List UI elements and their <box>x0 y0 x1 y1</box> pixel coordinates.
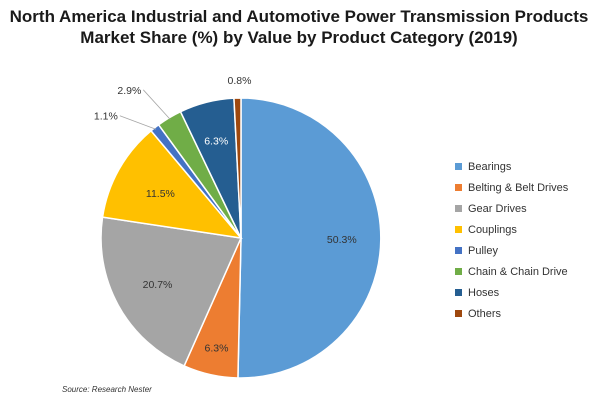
chart-title-line-2: Market Share (%) by Value by Product Cat… <box>80 28 518 47</box>
data-label-hoses: 6.3% <box>204 135 228 147</box>
legend-swatch <box>455 205 462 212</box>
data-label-belting-and-belt-drives: 6.3% <box>205 342 229 354</box>
legend-item-gear-drives: Gear Drives <box>455 198 568 219</box>
data-label-chain-and-chain-drive: 2.9% <box>117 85 141 97</box>
legend-item-pulley: Pulley <box>455 240 568 261</box>
pie-slice-couplings <box>101 129 243 240</box>
legend-swatch <box>455 247 462 254</box>
chart-legend: Bearings Belting & Belt Drives Gear Drives… <box>455 156 568 324</box>
legend-label: Gear Drives <box>468 202 527 215</box>
data-label-bearings: 50.3% <box>327 234 357 246</box>
legend-item-belting-and-belt-drives: Belting & Belt Drives <box>455 177 568 198</box>
leader-line-pulley <box>119 115 157 130</box>
legend-swatch <box>455 289 462 296</box>
data-label-pulley: 1.1% <box>94 111 118 123</box>
data-label-others: 0.8% <box>228 75 252 87</box>
legend-item-others: Others <box>455 303 568 324</box>
legend-swatch <box>455 310 462 317</box>
chart-title-line-1: North America Industrial and Automotive … <box>9 7 589 26</box>
pie-slice-gear-drives <box>100 216 243 367</box>
legend-label: Belting & Belt Drives <box>468 181 569 194</box>
pie-slice-bearings <box>237 97 382 379</box>
leader-line-chain-and-chain-drive <box>143 89 171 120</box>
legend-swatch <box>455 163 462 170</box>
source-note: Source: Research Nester <box>62 385 152 394</box>
legend-label: Chain & Chain Drive <box>468 265 568 278</box>
pie-slice-others <box>233 97 242 239</box>
legend-label: Pulley <box>468 244 498 257</box>
legend-swatch <box>455 184 462 191</box>
data-label-gear-drives: 20.7% <box>143 279 173 291</box>
legend-item-chain-and-chain-drive: Chain & Chain Drive <box>455 261 568 282</box>
legend-label: Couplings <box>468 223 517 236</box>
legend-item-hoses: Hoses <box>455 282 568 303</box>
legend-label: Hoses <box>468 286 500 299</box>
legend-label: Bearings <box>468 160 512 173</box>
data-label-couplings: 11.5% <box>146 188 175 200</box>
chart-title: North America Industrial and Automotive … <box>0 6 598 48</box>
legend-swatch <box>455 226 462 233</box>
legend-item-bearings: Bearings <box>455 156 568 177</box>
legend-item-couplings: Couplings <box>455 219 568 240</box>
legend-swatch <box>455 268 462 275</box>
legend-label: Others <box>468 307 502 320</box>
